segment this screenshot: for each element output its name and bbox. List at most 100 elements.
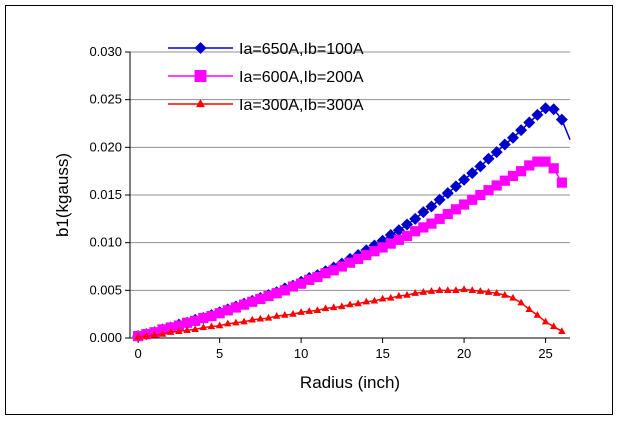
y-tick-label: 0.015 [89,187,122,202]
data-point [531,108,544,121]
data-point [411,289,419,296]
data-point [224,319,232,327]
data-point [346,300,354,308]
legend-label: Ia=300A,Ib=300A [239,97,364,114]
data-point [255,293,266,305]
data-point [370,296,379,304]
data-point [362,297,371,305]
data-point [401,230,413,242]
data-point [338,302,346,310]
data-point [386,293,395,301]
data-point [377,242,388,253]
data-point [215,321,224,329]
data-point [475,189,486,201]
legend-label: Ia=600A,Ib=200A [239,69,364,86]
data-point [165,322,176,333]
x-tick-label: 5 [216,346,223,361]
data-point [134,332,142,340]
data-point [555,113,568,126]
data-point [158,330,167,337]
data-point [392,224,405,237]
data-point [540,156,551,167]
x-axis-title: Radius (inch) [300,373,400,392]
data-point [501,290,509,298]
data-point [247,296,258,307]
data-point [466,167,479,180]
data-point [401,218,414,231]
data-point [199,323,208,331]
data-point [458,173,471,186]
data-point [313,306,322,313]
legend-label: Ia=650A,Ib=100A [239,41,364,58]
data-point [230,302,242,313]
data-point [279,285,290,296]
data-point [385,238,396,249]
data-point [166,328,175,335]
data-point [222,305,233,316]
data-point [506,131,519,144]
data-point [548,163,559,174]
data-point [194,70,207,82]
data-point [435,286,444,293]
y-tick-label: 0.005 [89,282,122,297]
data-point [403,290,411,298]
data-point [214,308,225,319]
y-tick-label: 0.030 [89,44,122,59]
y-tick-label: 0.010 [89,235,122,250]
data-point [532,156,543,167]
legend-item-2: Ia=600A,Ib=200A [168,69,364,86]
data-point [344,257,356,268]
data-point [272,311,281,319]
data-point [558,327,566,334]
data-point [524,160,535,171]
y-tick-label: 0.020 [89,139,122,154]
series-3 [134,285,566,340]
data-point [425,200,438,213]
x-tick-label: 25 [538,346,552,361]
data-point [533,310,542,318]
y-tick-label: 0.000 [89,330,122,345]
data-point [191,325,199,333]
data-point [320,268,331,279]
data-point [264,313,273,321]
data-point [483,185,494,196]
data-point [523,116,536,129]
data-point [190,315,201,326]
data-point [490,146,503,159]
data-point [467,194,478,205]
data-point [175,327,183,334]
data-point [312,271,323,283]
data-point [541,317,550,325]
data-point [157,324,168,335]
data-point [507,170,519,182]
data-point [441,187,454,200]
data-point [452,286,460,293]
data-point [296,278,307,289]
data-point [353,253,364,264]
data-point [516,166,527,177]
data-point [442,208,453,220]
data-point [517,298,525,306]
data-point [321,304,330,312]
data-point [444,286,452,293]
data-point [378,294,387,302]
data-point [547,103,560,116]
data-point [434,213,445,224]
data-point [450,204,462,215]
data-point [418,222,429,233]
data-point [433,193,446,206]
data-point [305,307,314,314]
data-point [354,299,362,307]
series-2 [133,156,567,342]
data-point [491,180,502,191]
data-point [484,288,493,295]
data-point [150,331,159,338]
data-point [263,290,274,302]
data-point [328,265,339,276]
data-point [492,289,501,296]
data-point [271,288,282,299]
data-point [384,229,397,242]
data-point [289,310,297,317]
x-tick-label: 15 [375,346,389,361]
data-point [498,138,511,151]
